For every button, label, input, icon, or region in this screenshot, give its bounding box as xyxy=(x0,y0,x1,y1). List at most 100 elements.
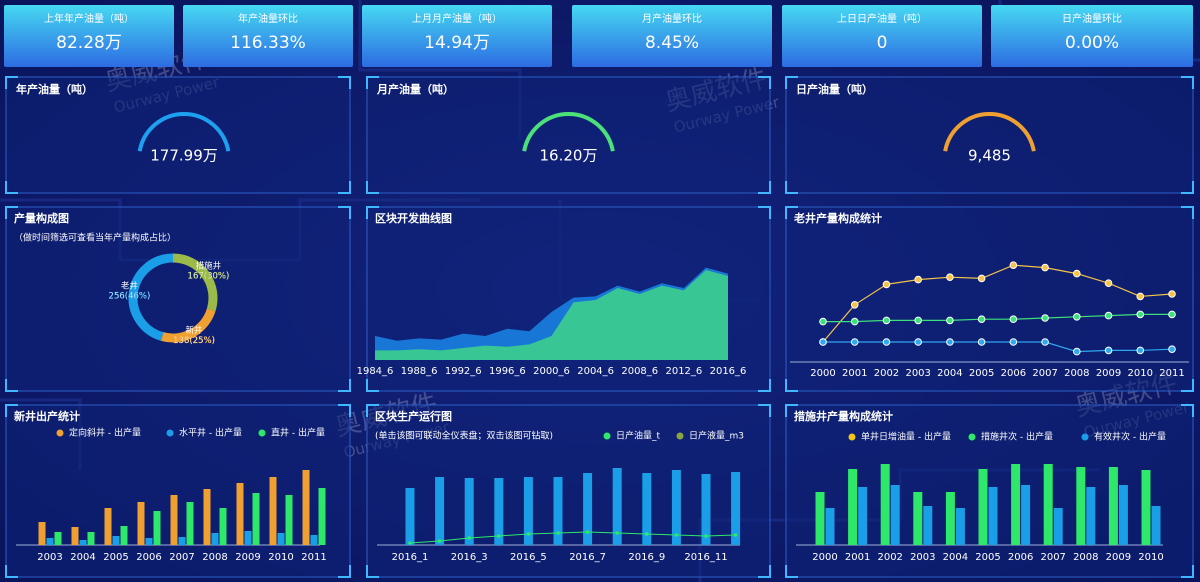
panel-corner xyxy=(758,181,771,194)
line-marker xyxy=(882,338,891,346)
x-tick-label: 2005 xyxy=(975,552,1000,563)
kpi-value: 0 xyxy=(877,33,888,53)
x-tick-label: 2000_6 xyxy=(533,366,570,377)
legend-marker xyxy=(603,432,611,440)
line-marker xyxy=(819,317,827,326)
panel-corner xyxy=(5,76,18,89)
gauge-value: 16.20万 xyxy=(540,147,598,165)
panel xyxy=(785,76,1194,194)
bar xyxy=(1053,508,1063,545)
legend-marker xyxy=(258,429,266,437)
bar xyxy=(137,502,145,545)
bar xyxy=(153,511,161,545)
bar xyxy=(54,532,62,545)
kpi-label: 年产油量环比 xyxy=(238,12,298,25)
line-marker xyxy=(1009,261,1018,270)
bar xyxy=(252,493,260,545)
donut-segment xyxy=(172,253,218,312)
gauge-arc xyxy=(137,112,231,152)
bar xyxy=(1011,464,1021,545)
line-marker xyxy=(1136,292,1145,301)
bar xyxy=(244,531,252,545)
line-marker xyxy=(526,532,531,536)
bar xyxy=(612,468,622,545)
x-tick-label: 2016_3 xyxy=(451,552,488,563)
donut-label-value: 167(30%) xyxy=(188,271,230,281)
kpi-card xyxy=(183,5,353,67)
legend-marker xyxy=(1081,433,1089,441)
line-marker xyxy=(850,338,859,346)
bar xyxy=(104,508,112,545)
panel-corner xyxy=(338,565,351,578)
panel-title: 老井产量构成统计 xyxy=(793,211,882,225)
panel-corner xyxy=(785,206,798,219)
line-marker xyxy=(1041,263,1049,272)
x-tick-label: 2008 xyxy=(1073,552,1098,563)
line-marker xyxy=(914,275,922,284)
x-tick-label: 2009 xyxy=(235,552,260,563)
gauge-value: 177.99万 xyxy=(150,147,218,165)
bar xyxy=(71,527,79,545)
x-tick-label: 2003 xyxy=(37,552,62,563)
x-tick-label: 2008 xyxy=(1064,368,1089,379)
panel-corner xyxy=(338,181,351,194)
line-marker xyxy=(819,338,827,346)
bar xyxy=(988,487,998,545)
bar xyxy=(219,508,227,545)
bar xyxy=(945,492,955,545)
x-tick-label: 2001 xyxy=(845,552,870,563)
bar xyxy=(642,473,652,545)
legend-marker xyxy=(56,429,64,437)
bar xyxy=(211,533,219,545)
x-tick-label: 2003 xyxy=(905,368,930,379)
bar xyxy=(38,522,46,545)
bar xyxy=(269,477,277,545)
x-tick-label: 2008 xyxy=(202,552,227,563)
bar xyxy=(701,474,711,545)
bar xyxy=(318,488,326,545)
x-tick-label: 1984_6 xyxy=(357,366,394,377)
line-marker xyxy=(946,338,954,346)
bar xyxy=(203,489,211,545)
kpi-value: 8.45% xyxy=(645,33,699,53)
kpi-card xyxy=(572,5,772,67)
bar xyxy=(186,502,194,545)
gauge-arc xyxy=(522,112,615,152)
x-tick-label: 2016_5 xyxy=(510,552,547,563)
line-marker xyxy=(1041,314,1049,322)
line-marker xyxy=(946,273,954,282)
kpi-card xyxy=(991,5,1193,67)
panel-corner xyxy=(366,206,379,219)
legend-label: 有效井次 - 出产量 xyxy=(1094,431,1166,443)
line xyxy=(823,313,1172,323)
line-marker xyxy=(1009,315,1018,324)
panel-title: 产量构成图 xyxy=(14,211,69,225)
panel-corner xyxy=(1181,206,1194,219)
line-marker xyxy=(914,316,922,325)
kpi-value: 82.28万 xyxy=(56,33,122,53)
bar xyxy=(79,540,87,545)
panel-corner xyxy=(366,76,379,89)
panel-corner xyxy=(1181,379,1194,392)
x-tick-label: 2010 xyxy=(268,552,293,563)
kpi-value: 0.00% xyxy=(1065,33,1119,53)
line-marker xyxy=(1073,347,1081,356)
x-tick-label: 2008_6 xyxy=(621,366,658,377)
panel-corner xyxy=(758,404,771,417)
bar xyxy=(236,483,244,545)
legend-label: 定向斜井 - 出产量 xyxy=(69,427,141,439)
donut-segment xyxy=(160,308,216,343)
line-marker xyxy=(585,530,590,534)
panel-title: 日产油量（吨） xyxy=(796,82,873,96)
x-tick-label: 2016_11 xyxy=(684,552,727,563)
kpi-value: 14.94万 xyxy=(424,33,490,53)
bar xyxy=(913,492,923,545)
kpi-label: 日产油量环比 xyxy=(1062,12,1122,25)
line-marker xyxy=(497,534,501,538)
legend-marker xyxy=(676,432,684,440)
bar xyxy=(170,495,178,545)
bar xyxy=(978,469,988,545)
donut-label-name: 措施井 xyxy=(196,260,222,271)
panel-title: 区块生产运行图 xyxy=(375,409,452,423)
bar xyxy=(955,508,965,545)
